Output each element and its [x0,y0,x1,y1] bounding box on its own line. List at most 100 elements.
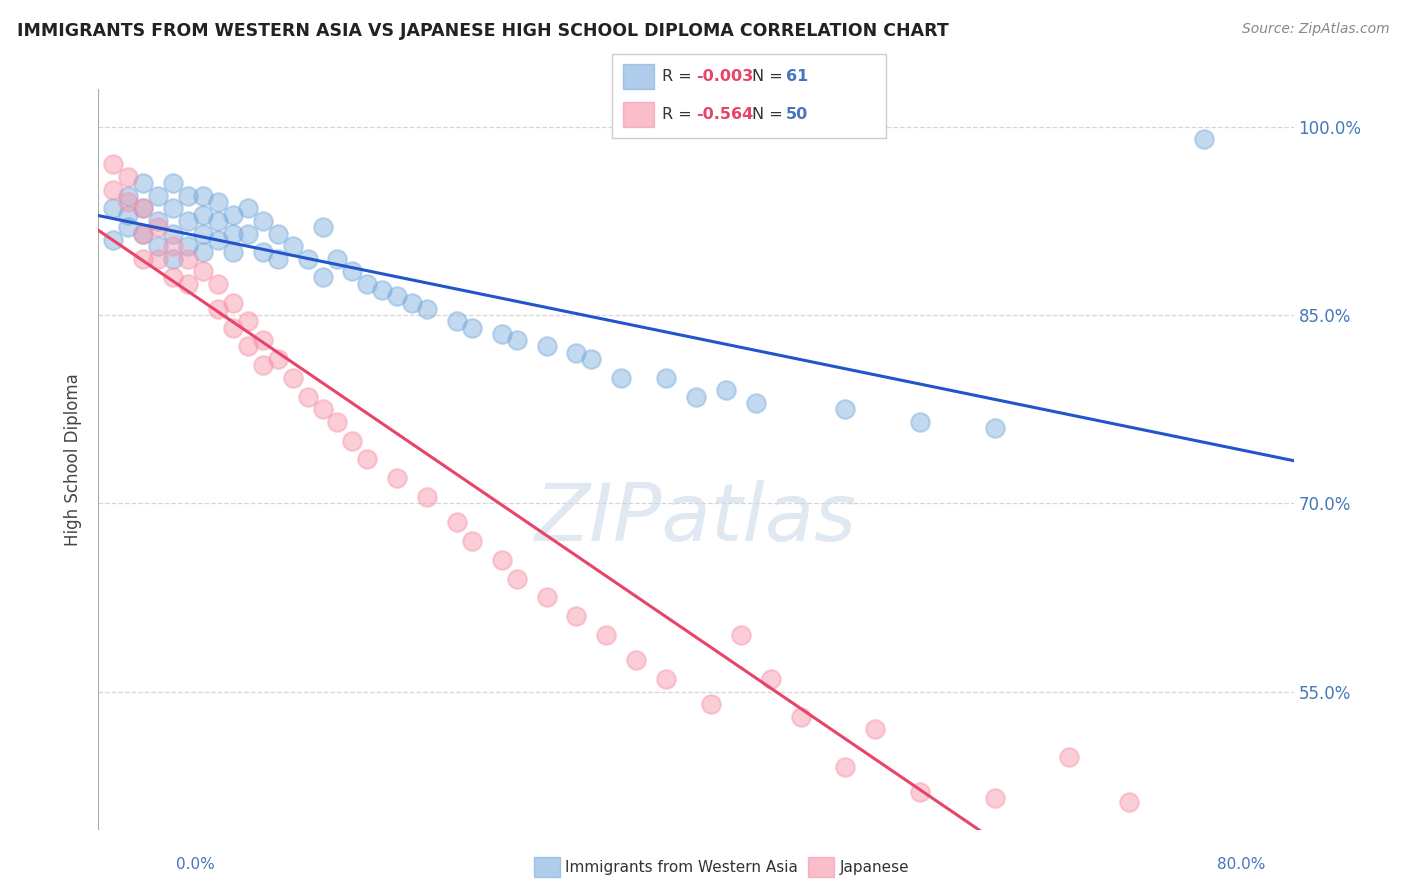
Text: -0.564: -0.564 [696,107,754,121]
Point [385,289,409,303]
Point [834,760,856,774]
Point [984,421,1007,435]
Text: N =: N = [752,107,789,121]
Point [177,189,200,203]
Point [446,314,468,328]
Point [595,628,617,642]
Point [281,371,304,385]
Point [908,415,931,429]
Point [356,277,378,291]
Point [326,252,349,266]
Point [610,371,633,385]
Text: IMMIGRANTS FROM WESTERN ASIA VS JAPANESE HIGH SCHOOL DIPLOMA CORRELATION CHART: IMMIGRANTS FROM WESTERN ASIA VS JAPANESE… [17,22,949,40]
Point [371,283,394,297]
Point [162,252,184,266]
Point [132,202,155,216]
Point [162,177,184,191]
Point [745,396,768,410]
Point [700,697,723,711]
Text: 61: 61 [786,70,808,84]
Point [117,169,139,184]
Point [132,252,155,266]
Point [267,351,290,366]
Point [207,195,229,210]
Point [177,277,200,291]
Point [655,371,678,385]
Point [581,351,603,366]
Text: N =: N = [752,70,789,84]
Text: 50: 50 [786,107,808,121]
Point [461,320,484,334]
Point [236,314,259,328]
Point [506,333,529,347]
Point [117,195,139,210]
Point [655,672,678,686]
Point [236,202,259,216]
Point [416,490,439,504]
Point [342,264,364,278]
Point [162,270,184,285]
Point [1059,749,1081,764]
Point [148,189,170,203]
Point [222,227,245,241]
Point [222,320,245,334]
Point [446,515,468,529]
Point [236,339,259,353]
Text: Japanese: Japanese [839,860,910,874]
Point [1118,795,1140,809]
Point [1192,132,1215,146]
Point [177,252,200,266]
Point [103,183,125,197]
Point [252,333,274,347]
Point [207,277,229,291]
Point [267,252,290,266]
Point [191,227,214,241]
Point [759,672,782,686]
Point [207,233,229,247]
Point [191,245,214,260]
Point [834,402,856,417]
Point [730,628,752,642]
Point [222,208,245,222]
Point [311,270,333,285]
Point [297,390,319,404]
Point [222,295,245,310]
Point [356,452,378,467]
Point [326,415,349,429]
Y-axis label: High School Diploma: High School Diploma [65,373,83,546]
Point [506,572,529,586]
Point [236,227,259,241]
Point [565,345,588,359]
Point [177,214,200,228]
Point [103,157,125,171]
Point [162,239,184,253]
Point [148,252,170,266]
Text: 0.0%: 0.0% [176,857,215,872]
Point [132,227,155,241]
Point [191,264,214,278]
Point [461,533,484,548]
Point [416,301,439,316]
Point [222,245,245,260]
Point [297,252,319,266]
Text: Source: ZipAtlas.com: Source: ZipAtlas.com [1241,22,1389,37]
Point [103,233,125,247]
Point [385,471,409,485]
Point [191,189,214,203]
Point [162,227,184,241]
Point [162,202,184,216]
Point [267,227,290,241]
Point [491,553,513,567]
Point [491,326,513,341]
Point [191,208,214,222]
Point [685,390,707,404]
Point [117,208,139,222]
Point [177,239,200,253]
Point [117,220,139,235]
Point [789,709,811,723]
Point [565,609,588,624]
Point [117,189,139,203]
Point [207,301,229,316]
Text: Immigrants from Western Asia: Immigrants from Western Asia [565,860,799,874]
Text: 80.0%: 80.0% [1218,857,1265,872]
